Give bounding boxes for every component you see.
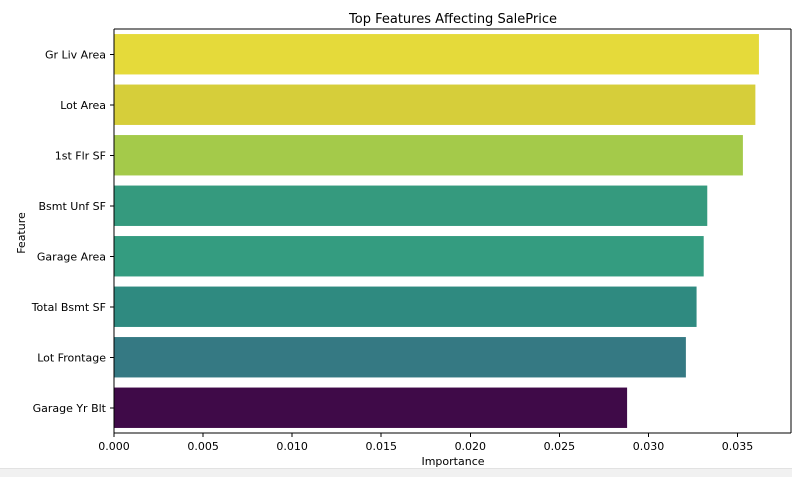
bar-total-bsmt-sf: [114, 286, 697, 327]
y-tick-label: Lot Frontage: [37, 351, 106, 364]
bar-1st-flr-sf: [114, 135, 743, 176]
bar-garage-yr-blt: [114, 387, 628, 428]
bar-lot-area: [114, 84, 756, 125]
x-tick-label: 0.030: [633, 440, 665, 453]
chart-title: Top Features Affecting SalePrice: [348, 12, 557, 27]
y-tick-label: Total Bsmt SF: [31, 301, 106, 314]
x-tick-label: 0.020: [455, 440, 487, 453]
x-tick-label: 0.035: [722, 440, 754, 453]
bottom-strip: [0, 468, 792, 477]
y-tick-label: Bsmt Unf SF: [38, 200, 106, 213]
y-tick-label: Gr Liv Area: [45, 48, 106, 61]
y-axis-title: Feature: [15, 212, 28, 254]
y-tick-label: Garage Yr Blt: [33, 402, 107, 415]
y-tick-label: Garage Area: [37, 250, 106, 263]
x-tick-label: 0.025: [544, 440, 576, 453]
x-axis-title: Importance: [421, 455, 484, 468]
bar-gr-liv-area: [114, 34, 759, 75]
y-tick-label: 1st Flr SF: [55, 149, 106, 162]
plot-area: Gr Liv Area Lot Area 1st Flr SF Bsmt Unf SF…: [31, 28, 792, 453]
bar-bsmt-unf-sf: [114, 185, 708, 226]
bar-garage-area: [114, 236, 704, 277]
x-tick-label: 0.005: [187, 440, 219, 453]
x-tick-label: 0.010: [276, 440, 308, 453]
y-tick-label: Lot Area: [60, 99, 106, 112]
bar-lot-frontage: [114, 337, 686, 378]
x-tick-label: 0.015: [365, 440, 397, 453]
x-tick-label: 0.000: [98, 440, 130, 453]
